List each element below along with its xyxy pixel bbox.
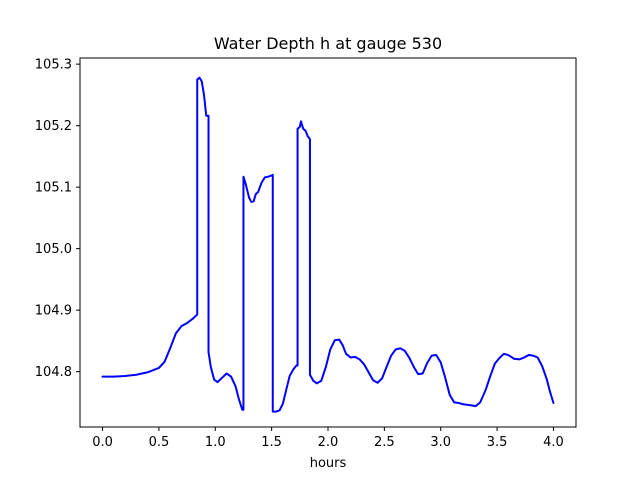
y-tick-label: 105.0: [35, 242, 72, 257]
x-tick-label: 0.0: [92, 435, 113, 450]
x-tick-label: 2.0: [318, 435, 339, 450]
x-axis-ticks: 0.0 0.5 1.0 1.5 2.0 2.5 3.0 3.5 4.0: [92, 427, 564, 450]
y-tick-label: 104.9: [35, 304, 72, 319]
y-tick-label: 105.1: [35, 181, 72, 196]
plot-area: [79, 57, 577, 428]
x-tick-label: 1.0: [205, 435, 226, 450]
x-tick-label: 3.5: [487, 435, 508, 450]
series-line-0: [101, 76, 555, 413]
plot-background: [80, 58, 576, 427]
y-tick-label: 105.3: [35, 58, 72, 73]
y-tick-label: 104.8: [35, 365, 72, 380]
x-axis-label: hours: [310, 456, 347, 471]
x-tick-label: 0.5: [149, 435, 170, 450]
x-tick-label: 4.0: [543, 435, 564, 450]
x-tick-label: 2.5: [374, 435, 395, 450]
chart-title: Water Depth h at gauge 530: [214, 34, 442, 53]
y-axis-ticks: 104.8 104.9 105.0 105.1 105.2 105.3: [35, 58, 80, 380]
y-tick-label: 105.2: [35, 119, 72, 134]
x-tick-label: 1.5: [261, 435, 282, 450]
x-tick-label: 3.0: [430, 435, 451, 450]
